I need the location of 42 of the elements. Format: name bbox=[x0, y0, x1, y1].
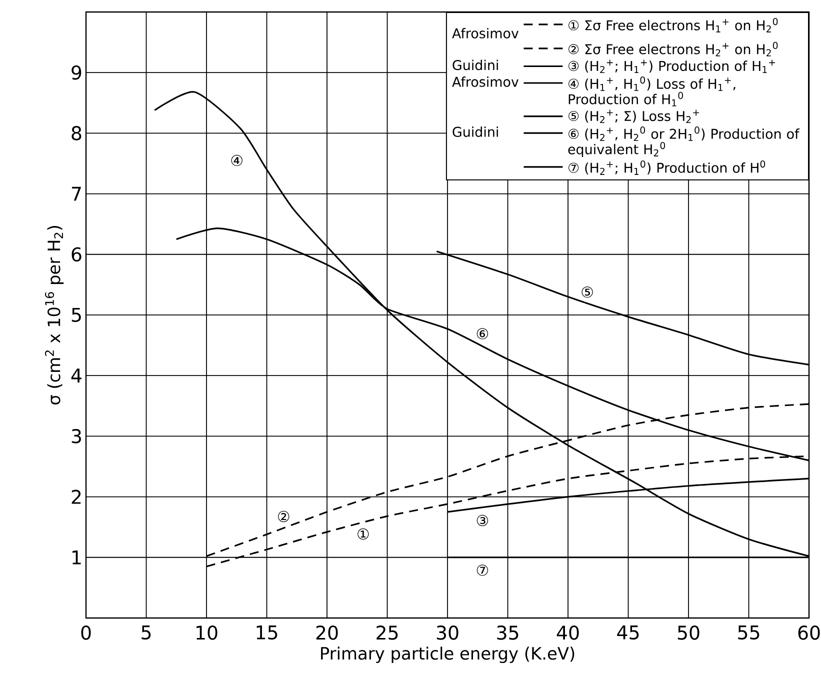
annotation: ④ bbox=[231, 154, 242, 166]
x-tick-label: 40 bbox=[556, 626, 579, 640]
y-tick-label: 4 bbox=[71, 368, 82, 382]
y-tick-label: 2 bbox=[72, 490, 81, 504]
annotation: ⑥ bbox=[476, 328, 488, 340]
annotation: Guidini bbox=[452, 126, 498, 137]
y-tick-label: 6 bbox=[72, 247, 82, 262]
annotation: ⑤ bbox=[582, 286, 593, 298]
x-tick-label: 45 bbox=[617, 626, 639, 640]
text: ⑥ (H$_{2}$$^{+}$, H$_{2}$$^{0}$ or 2H$_{1}$$^{0}$) Production of equivalent H$_{2}$0 bbox=[568, 126, 800, 157]
annotation: Afrosimov bbox=[452, 76, 519, 87]
annotation: ③ bbox=[476, 514, 488, 526]
y-tick-label: 5 bbox=[72, 308, 81, 322]
y-tick-label: 7 bbox=[72, 186, 81, 201]
y-axis-title: σ (cm$^{2}$ x 10$^{16}$ per H$_{2}$) bbox=[45, 226, 64, 404]
x-tick-label: 15 bbox=[256, 626, 278, 640]
x-tick-label: 20 bbox=[316, 626, 338, 640]
x-tick-label: 55 bbox=[738, 626, 760, 640]
y-tick-label: 9 bbox=[72, 65, 82, 80]
x-tick-label: 60 bbox=[798, 626, 820, 640]
annotation: ② bbox=[278, 510, 290, 522]
x-tick-label: 35 bbox=[497, 626, 518, 640]
legend-label: ⑤ (H$_{2}$$^{+}$; Σ) Loss H$_{2}$+ bbox=[568, 110, 699, 124]
y-tick-label: 1 bbox=[72, 550, 81, 564]
legend-label: ② Σσ Free electrons H$_{2}$$^{+}$ on H$_{2}$0 bbox=[568, 42, 778, 56]
x-tick-label: 5 bbox=[142, 626, 151, 640]
legend-label: ① Σσ Free electrons H$_{1}$$^{+}$ on H$_{2}$0 bbox=[568, 18, 778, 32]
x-tick-label: 25 bbox=[376, 626, 398, 640]
annotation: ⑦ bbox=[476, 564, 488, 576]
legend-label: ⑦ (H$_{2}$$^{+}$; H$_{1}$$^{0}$) Production of H$^{0}$ bbox=[568, 160, 766, 175]
x-tick-label: 30 bbox=[436, 626, 458, 640]
x-axis-title: Primary particle energy (K.eV) bbox=[321, 646, 574, 664]
y-tick-label: 3 bbox=[72, 429, 81, 444]
annotation: ① bbox=[358, 528, 369, 540]
x-tick-label: 50 bbox=[678, 626, 700, 640]
text: ④ (H$_{1}$$^{+}$, H$_{1}$$^{0}$) Loss of H$_{1}$$^{+}$, Production of H$_{1}$0 bbox=[568, 76, 736, 106]
annotation: Afrosimov bbox=[452, 28, 519, 38]
annotation: Guidini bbox=[452, 60, 498, 70]
x-tick-label: 0 bbox=[81, 626, 91, 640]
y-tick-label: 8 bbox=[72, 126, 82, 140]
text: ③ (H$_{2}$$^{+}$; H$_{1}$$^{+}$) Production of H$_{1}$+ bbox=[568, 60, 775, 73]
x-tick-label: 10 bbox=[196, 626, 218, 640]
